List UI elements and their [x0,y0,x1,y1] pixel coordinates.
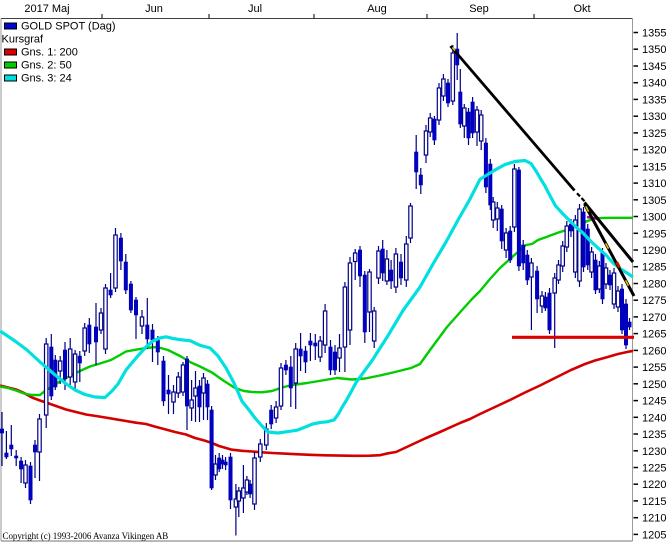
svg-text:1340: 1340 [642,78,666,90]
svg-text:1345: 1345 [642,61,666,73]
svg-text:Aug: Aug [367,3,387,15]
svg-text:GOLD SPOT (Dag): GOLD SPOT (Dag) [21,21,116,33]
svg-text:1355: 1355 [642,28,666,40]
svg-text:1335: 1335 [642,94,666,106]
svg-text:1295: 1295 [642,228,666,240]
svg-text:1210: 1210 [642,513,666,525]
svg-text:2017 Maj: 2017 Maj [24,3,69,15]
svg-text:1230: 1230 [642,446,666,458]
svg-text:1250: 1250 [642,379,666,391]
svg-text:1220: 1220 [642,479,666,491]
svg-text:Copyright (c) 1993-2006 Avanza: Copyright (c) 1993-2006 Avanza Vikingen … [3,531,169,541]
svg-text:1280: 1280 [642,279,666,291]
svg-text:1270: 1270 [642,312,666,324]
svg-text:1320: 1320 [642,145,666,157]
svg-text:1225: 1225 [642,463,666,475]
svg-text:Sep: Sep [469,3,489,15]
svg-text:1205: 1205 [642,529,666,541]
svg-text:1300: 1300 [642,212,666,224]
svg-text:1325: 1325 [642,128,666,140]
svg-text:1265: 1265 [642,329,666,341]
svg-text:1260: 1260 [642,345,666,357]
svg-text:1330: 1330 [642,111,666,123]
svg-text:Gns. 2: 50: Gns. 2: 50 [21,60,72,72]
svg-text:Jul: Jul [248,3,262,15]
svg-text:1310: 1310 [642,178,666,190]
svg-text:1245: 1245 [642,396,666,408]
svg-text:Gns. 1: 200: Gns. 1: 200 [21,47,78,59]
svg-text:Okt: Okt [573,3,590,15]
svg-text:1315: 1315 [642,161,666,173]
svg-text:1285: 1285 [642,262,666,274]
svg-text:1235: 1235 [642,429,666,441]
svg-text:1255: 1255 [642,362,666,374]
svg-text:1305: 1305 [642,195,666,207]
svg-text:Gns. 3: 24: Gns. 3: 24 [21,73,72,85]
svg-text:1290: 1290 [642,245,666,257]
svg-text:1240: 1240 [642,412,666,424]
svg-text:Kursgraf: Kursgraf [2,34,45,46]
svg-text:1350: 1350 [642,44,666,56]
svg-text:Jun: Jun [145,3,163,15]
svg-text:1275: 1275 [642,295,666,307]
svg-text:1215: 1215 [642,496,666,508]
